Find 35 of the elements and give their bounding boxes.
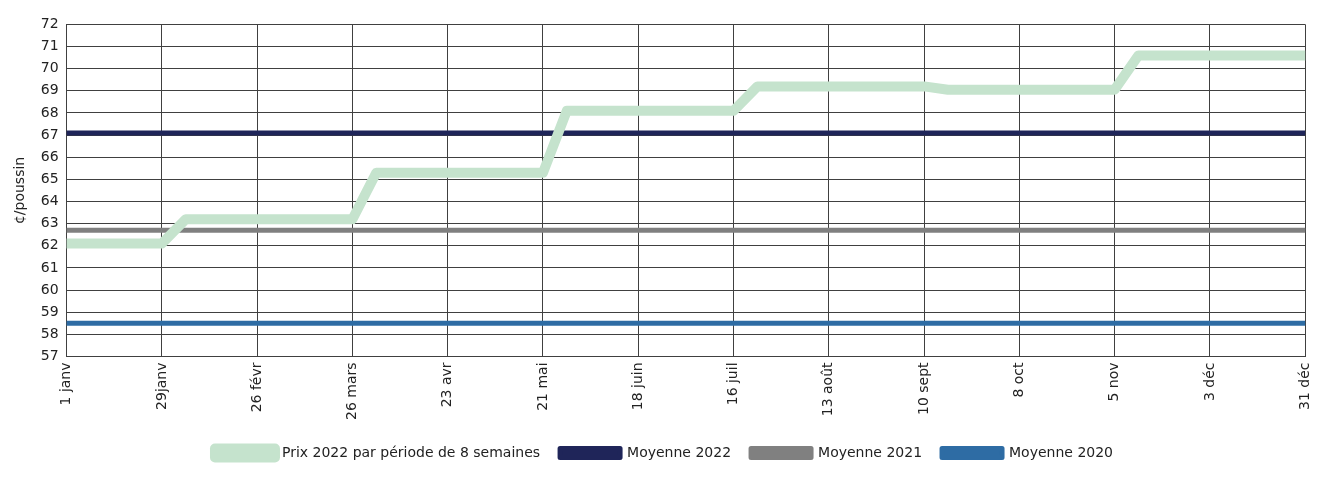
y-tick-label: 64 [40,192,59,209]
y-tick-label: 70 [40,59,59,76]
legend-label: Moyenne 2021 [818,443,923,460]
x-tick-label: 1 janv [57,362,74,406]
legend-label: Prix 2022 par période de 8 semaines [281,443,541,460]
y-tick-label: 69 [40,81,59,98]
y-tick-label: 65 [40,170,59,187]
y-tick-label: 66 [40,147,59,164]
x-tick-label: 26 mars [343,362,360,420]
y-tick-label: 59 [40,302,59,319]
y-tick-label: 71 [40,37,59,54]
x-tick-label: 31 déc [1295,362,1312,410]
y-tick-label: 67 [40,125,59,142]
legend-label: Moyenne 2022 [627,443,732,460]
y-tick-label: 62 [40,236,59,253]
x-tick-label: 16 juil [724,362,741,406]
y-tick-label: 60 [40,280,59,297]
x-tick-label: 23 avr [438,362,455,408]
y-tick-label: 72 [40,15,59,32]
x-tick-label: 3 déc [1200,362,1217,402]
x-tick-label: 18 juin [628,362,645,411]
x-tick-label: 5 nov [1105,362,1122,402]
x-tick-label: 26 févr [247,362,264,413]
x-tick-label: 13 août [819,361,836,417]
legend-label: Moyenne 2020 [1009,443,1114,460]
y-tick-label: 58 [40,324,59,341]
x-tick-label: 8 oct [1010,361,1027,398]
y-tick-label: 57 [40,347,59,364]
x-tick-label: 10 sept [914,361,931,416]
y-axis-title: ¢/poussin [11,156,28,225]
x-tick-label: 29janv [152,362,169,410]
y-tick-label: 68 [40,103,59,120]
y-tick-label: 63 [40,214,59,231]
y-tick-label: 61 [40,258,59,275]
x-tick-label: 21 mai [533,362,550,411]
